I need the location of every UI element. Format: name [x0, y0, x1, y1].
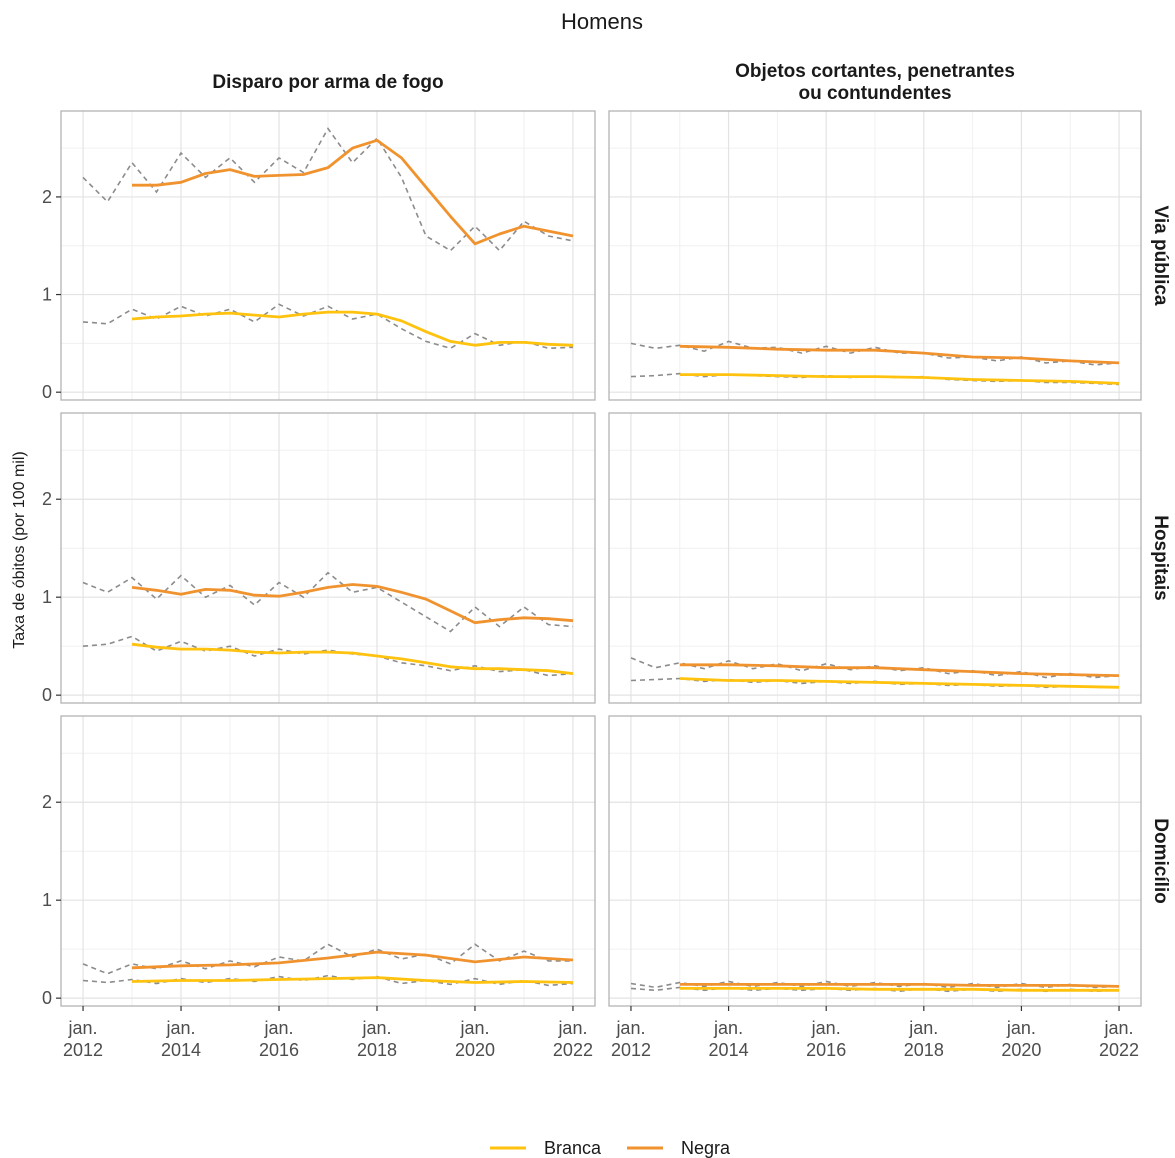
y-tick-label: 1 — [42, 587, 52, 607]
smooth-series-negra — [679, 344, 1120, 365]
y-tick-label: 1 — [42, 285, 52, 305]
column-title-disparo-por-arma-de-fogo: Disparo por arma de fogo — [212, 72, 443, 93]
raw-series-negra — [82, 943, 573, 975]
row-title-via-publica: Via pública — [1150, 206, 1171, 306]
panel-domicilio-arma-de-fogo: 0 1 2 jan. 2012 jan. 2014 jan. 2016 jan. 2018 jan. 2… — [42, 715, 596, 1060]
row-title-domicilio: Domicílio — [1150, 818, 1171, 904]
x-tick-label: jan. 2018 — [904, 1018, 944, 1060]
legend-label: Negra — [681, 1138, 731, 1158]
smooth-series-negra — [679, 983, 1120, 988]
panel-border — [608, 110, 1142, 401]
column-strip-titles: Disparo por arma de fogo Objetos cortante… — [212, 61, 1015, 104]
y-tick-label: 1 — [42, 890, 52, 910]
row-title-hospitais: Hospitais — [1150, 515, 1171, 601]
y-tick-label: 2 — [42, 187, 52, 207]
x-tick-label: jan. 2012 — [63, 1018, 103, 1060]
panel-border — [60, 412, 596, 704]
y-axis-label: Taxa de óbitos (por 100 mil) — [11, 451, 28, 648]
panel-via-publica-objetos-cortantes — [608, 110, 1142, 401]
column-title-objetos-cortantes-penetrantes-ou-contundentes: Objetos cortantes, penetrantes ou contund… — [735, 61, 1015, 104]
y-tick-label: 2 — [42, 792, 52, 812]
x-tick-label: jan. 2014 — [161, 1018, 201, 1060]
smooth-series-negra — [131, 583, 574, 625]
chart-title: Homens — [561, 9, 643, 34]
x-tick-label: jan. 2014 — [709, 1018, 749, 1060]
panel-border — [608, 412, 1142, 704]
y-tick-label: 0 — [42, 382, 52, 402]
y-tick-label: 0 — [42, 685, 52, 705]
panel-hospitais-objetos-cortantes — [608, 412, 1142, 704]
raw-series-negra — [82, 127, 574, 252]
x-tick-label: jan. 2022 — [553, 1018, 593, 1060]
legend-item-branca: Branca — [490, 1138, 602, 1158]
panel-border — [60, 715, 596, 1007]
x-tick-label: jan. 2018 — [357, 1018, 397, 1060]
smooth-series-branca — [679, 373, 1120, 385]
panel-border — [60, 110, 596, 401]
smooth-series-branca — [131, 642, 574, 675]
raw-series-branca — [82, 303, 574, 350]
x-tick-label: jan. 2016 — [259, 1018, 299, 1060]
panel-domicilio-objetos-cortantes: jan. 2012 jan. 2014 jan. 2016 jan. 2018 jan. 2020… — [608, 715, 1142, 1060]
legend-item-negra: Negra — [627, 1138, 731, 1158]
smooth-series-negra — [132, 138, 574, 246]
panel-border — [608, 715, 1142, 1007]
x-tick-label: jan. 2020 — [455, 1018, 495, 1060]
smooth-series-branca — [679, 677, 1120, 689]
smooth-series-branca — [131, 976, 574, 984]
x-tick-label: jan. 2022 — [1099, 1018, 1139, 1060]
x-tick-label: jan. 2012 — [611, 1018, 651, 1060]
x-tick-label: jan. 2016 — [806, 1018, 846, 1060]
legend: Branca Negra — [490, 1138, 731, 1158]
legend-label: Branca — [544, 1138, 602, 1158]
panel-hospitais-arma-de-fogo: 0 1 2 — [42, 412, 596, 705]
smooth-series-branca — [131, 310, 574, 347]
smooth-series-branca — [679, 987, 1119, 992]
y-tick-label: 2 — [42, 489, 52, 509]
y-tick-label: 0 — [42, 988, 52, 1008]
row-strip-titles: Via pública Hospitais Domicílio — [1150, 206, 1171, 904]
x-tick-label: jan. 2020 — [1001, 1018, 1041, 1060]
panel-via-publica-arma-de-fogo: 0 1 2 — [42, 110, 596, 402]
smooth-series-negra — [679, 663, 1120, 677]
smooth-series-negra — [131, 950, 574, 970]
